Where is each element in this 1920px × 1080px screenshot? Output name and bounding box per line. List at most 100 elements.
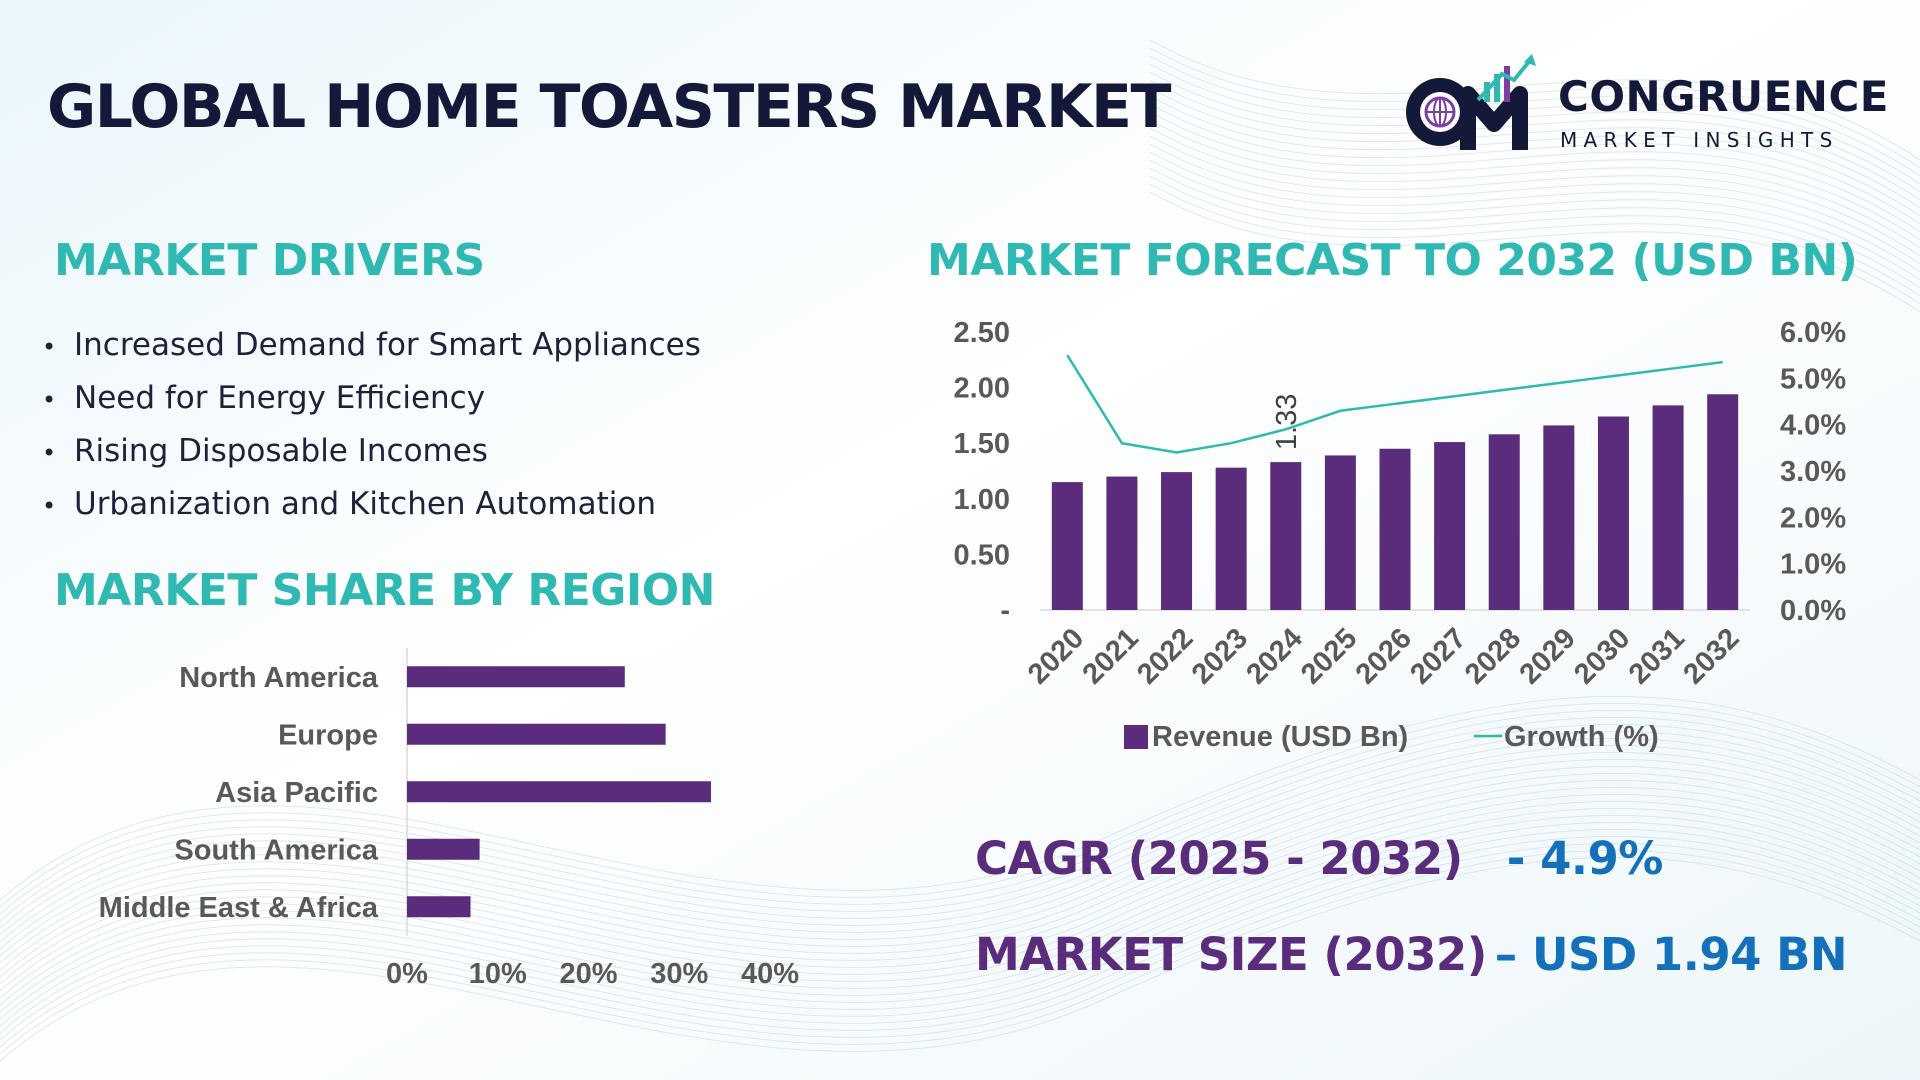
wave-line (0, 730, 1920, 936)
region-label: Europe (278, 719, 378, 751)
revenue-bar (1379, 448, 1411, 610)
x-tick-label: 10% (469, 958, 527, 990)
drivers-list: Increased Demand for Smart Appliances Ne… (42, 322, 701, 534)
wave-line (0, 821, 1920, 1027)
wave-line (0, 835, 1920, 1041)
x-tick-label: 2028 (1459, 622, 1527, 690)
wave-line (0, 842, 1920, 1048)
wave-line (1149, 143, 1920, 265)
y2-tick-label: 5.0% (1780, 363, 1846, 395)
x-tick-label: 30% (650, 958, 708, 990)
wave-line (0, 744, 1920, 950)
wave-line (1149, 167, 1920, 289)
wave-line (0, 723, 1920, 929)
wave-line (0, 856, 1920, 1062)
wave-line (0, 751, 1920, 957)
x-tick-label: 2023 (1186, 622, 1254, 690)
y2-tick-label: 3.0% (1780, 456, 1846, 488)
y2-tick-label: 1.0% (1780, 549, 1846, 581)
revenue-bar (1051, 482, 1083, 610)
region-bar (407, 723, 666, 745)
legend-revenue-label: Revenue (USD Bn) (1152, 721, 1408, 753)
wave-line (1149, 135, 1920, 257)
drivers-title: MARKET DRIVERS (54, 235, 485, 286)
y-tick-label: 1.00 (954, 484, 1010, 516)
logo-mark-icon (1406, 54, 1536, 150)
region-bar (407, 781, 712, 803)
revenue-bar (1597, 416, 1629, 610)
x-tick-label: 2021 (1077, 622, 1145, 690)
x-tick-label: 2026 (1350, 622, 1418, 690)
x-tick-label: 2025 (1295, 622, 1363, 690)
wave-line (0, 786, 1920, 992)
wave-line (0, 737, 1920, 943)
x-tick-label: 40% (741, 958, 799, 990)
cagr-stat: CAGR (2025 - 2032) - 4.9% (975, 832, 1663, 885)
driver-item: Urbanization and Kitchen Automation (42, 481, 701, 534)
wave-line (1149, 183, 1920, 305)
region-bar (407, 666, 625, 688)
bar-data-label: 1.33 (1271, 394, 1303, 450)
wave-line (0, 807, 1920, 1013)
y2-tick-label: 4.0% (1780, 410, 1846, 442)
wave-line (1149, 119, 1920, 241)
wave-line (1149, 151, 1920, 273)
region-label: South America (174, 834, 378, 866)
x-tick-label: 2031 (1623, 622, 1691, 690)
legend-growth-label: Growth (%) (1504, 721, 1659, 753)
x-tick-label: 0% (386, 958, 428, 990)
wave-line (0, 758, 1920, 964)
wave-line (0, 849, 1920, 1055)
x-tick-label: 2022 (1131, 622, 1199, 690)
wave-line (0, 716, 1920, 922)
x-tick-label: 2030 (1568, 622, 1636, 690)
revenue-bar (1652, 405, 1684, 610)
y-tick-label: 2.00 (954, 373, 1010, 405)
wave-line (0, 702, 1920, 908)
market-size-value: – USD 1.94 BN (1494, 928, 1848, 981)
revenue-bar (1324, 455, 1356, 610)
wave-line (1149, 175, 1920, 297)
wave-line (0, 709, 1920, 915)
revenue-bar (1106, 476, 1138, 610)
market-size-stat: MARKET SIZE (2032) – USD 1.94 BN (975, 928, 1848, 981)
wave-line (0, 814, 1920, 1020)
wave-line (0, 793, 1920, 999)
wave-line (1149, 191, 1920, 313)
forecast-title: MARKET FORECAST TO 2032 (USD BN) (927, 235, 1858, 286)
market-size-label: MARKET SIZE (2032) (975, 928, 1487, 981)
y2-tick-label: 0.0% (1780, 595, 1846, 627)
page-title: GLOBAL HOME TOASTERS MARKET (47, 72, 1171, 142)
x-tick-label: 2029 (1514, 622, 1582, 690)
region-chart: North America Europe Asia Pacific South Ame… (99, 648, 799, 990)
revenue-bar (1270, 462, 1302, 610)
y-tick-label: 2.50 (954, 317, 1010, 349)
logo-name: CONGRUENCE (1558, 72, 1889, 121)
wave-line (0, 765, 1920, 971)
revenue-bar (1215, 467, 1247, 610)
revenue-bar (1434, 442, 1466, 610)
driver-item: Rising Disposable Incomes (42, 428, 701, 481)
brand-logo: CONGRUENCE MARKET INSIGHTS (1398, 52, 1898, 162)
revenue-bar (1161, 472, 1193, 610)
revenue-bar (1488, 434, 1520, 610)
wave-line (1149, 159, 1920, 281)
wave-line (1149, 111, 1920, 233)
revenue-bar (1707, 394, 1739, 610)
logo-tagline: MARKET INSIGHTS (1560, 128, 1839, 152)
region-label: Middle East & Africa (99, 892, 379, 924)
y2-tick-label: 6.0% (1780, 317, 1846, 349)
x-tick-label: 20% (559, 958, 617, 990)
wave-line (0, 772, 1920, 978)
region-label: North America (179, 662, 379, 694)
wave-line (0, 695, 1920, 901)
x-tick-label: 2027 (1404, 622, 1472, 690)
driver-item: Need for Energy Efficiency (42, 375, 701, 428)
x-tick-label: 2024 (1240, 622, 1308, 690)
y-tick-label: - (1000, 595, 1010, 627)
growth-line (1066, 354, 1723, 454)
wave-line (1149, 39, 1920, 161)
y2-tick-label: 2.0% (1780, 502, 1846, 534)
wave-line (0, 779, 1920, 985)
